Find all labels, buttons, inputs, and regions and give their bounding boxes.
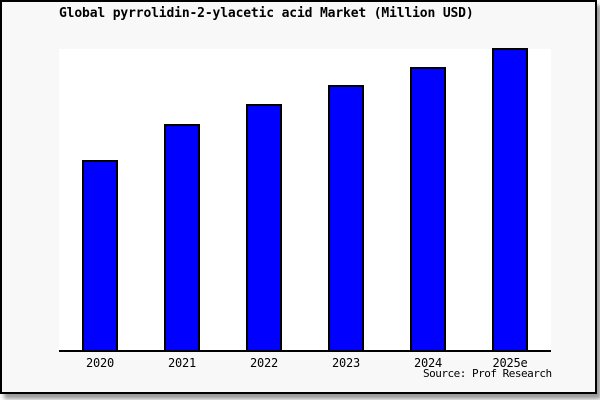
x-tick-label-2020: 2020 [85,356,115,370]
bar-2024 [410,67,446,350]
x-tick-label-2025e: 2025e [492,356,528,370]
x-tick-label-2024: 2024 [413,356,443,370]
bar-group-2020 [59,49,141,350]
x-tick-label-2022: 2022 [249,356,279,370]
chart-title: Global pyrrolidin-2-ylacetic acid Market… [59,6,474,21]
x-axis-labels: 2020 2021 2022 2023 2024 2025e [59,356,551,370]
bar-group-2022 [223,49,305,350]
source-credit: Source: Prof Research [423,367,552,380]
x-tick-label-2023: 2023 [331,356,361,370]
bar-2025e [492,48,528,350]
x-tick-label-2021: 2021 [167,356,197,370]
bar-2023 [328,85,364,350]
bar-group-2024 [387,49,469,350]
bar-group-2023 [305,49,387,350]
bar-2020 [82,160,118,350]
bar-group-2025e [469,48,551,350]
bar-2021 [164,124,200,350]
plot-area [59,48,551,352]
bar-group-2021 [141,49,223,350]
bar-2022 [246,104,282,350]
